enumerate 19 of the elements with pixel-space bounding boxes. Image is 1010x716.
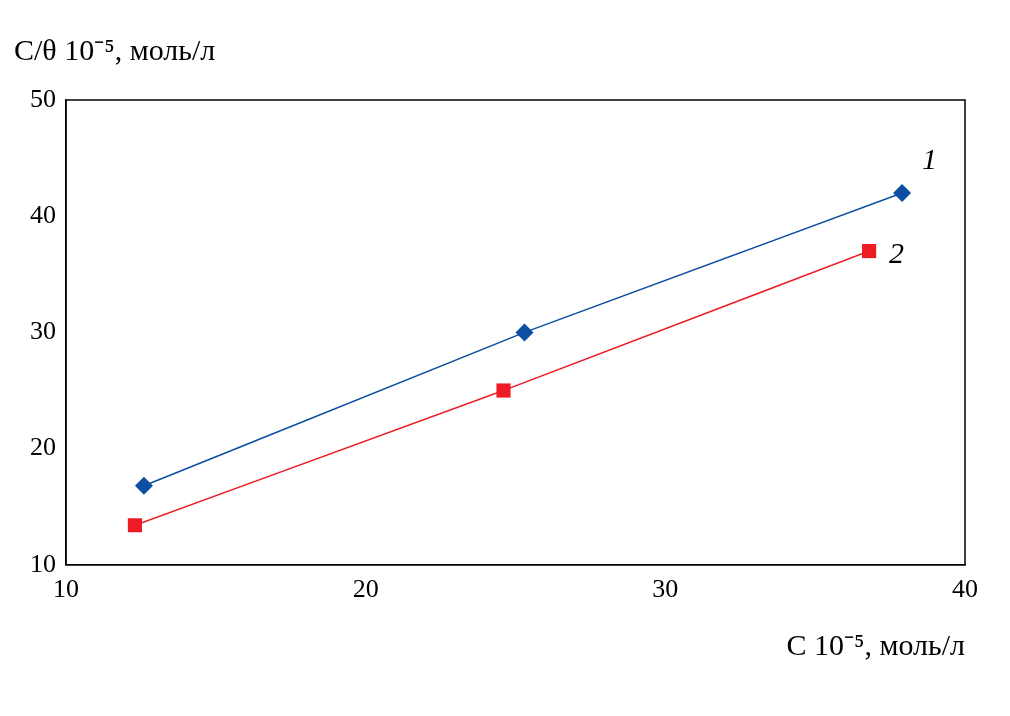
point <box>134 476 153 495</box>
series-label: 1 <box>922 141 938 175</box>
x-tick-label: 10 <box>53 574 79 604</box>
y-tick-label: 40 <box>30 200 56 230</box>
point <box>862 243 877 259</box>
y-axis-title: C/θ 10⁻⁵, моль/л <box>14 33 216 66</box>
x-tick-label: 20 <box>352 574 379 604</box>
x-tick-label: 40 <box>952 574 978 604</box>
x-axis-title: C 10⁻⁵, моль/л <box>786 627 966 661</box>
x-tick-label: 30 <box>652 574 679 604</box>
y-tick-label: 20 <box>30 432 56 462</box>
point <box>127 518 142 533</box>
point <box>893 183 912 202</box>
y-tick-label: 10 <box>30 548 56 578</box>
y-tick-label: 50 <box>30 83 56 113</box>
series-label: 2 <box>889 236 905 270</box>
point <box>515 323 534 342</box>
y-tick-label: 30 <box>30 316 56 346</box>
point <box>496 383 511 398</box>
